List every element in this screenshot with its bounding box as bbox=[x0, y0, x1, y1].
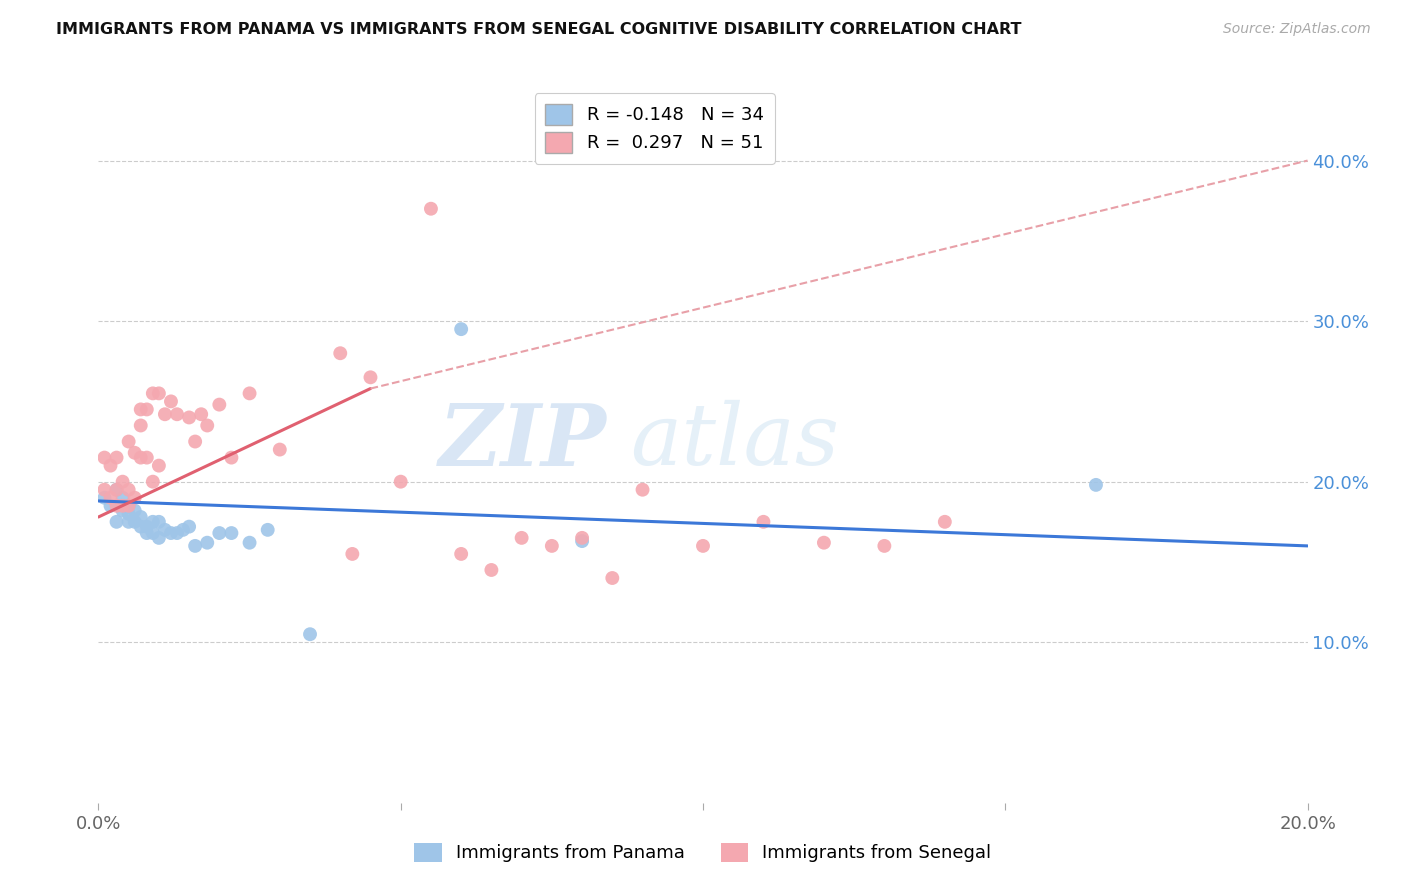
Point bbox=[142, 526, 165, 541]
Point bbox=[105, 450, 128, 465]
Text: atlas: atlas bbox=[630, 401, 839, 483]
Point bbox=[100, 499, 122, 513]
Point bbox=[148, 531, 170, 545]
Point bbox=[124, 446, 146, 460]
Point bbox=[299, 627, 322, 641]
Point bbox=[118, 499, 141, 513]
Point bbox=[221, 450, 243, 465]
Point bbox=[100, 491, 122, 505]
Point bbox=[105, 499, 128, 513]
Point bbox=[124, 503, 146, 517]
Text: ZIP: ZIP bbox=[439, 400, 606, 483]
Point bbox=[631, 483, 654, 497]
Point bbox=[153, 523, 176, 537]
Point bbox=[142, 386, 165, 401]
Point bbox=[148, 515, 170, 529]
Point bbox=[571, 531, 593, 545]
Point bbox=[239, 535, 262, 549]
Point bbox=[221, 526, 243, 541]
Point bbox=[124, 491, 146, 505]
Point bbox=[208, 398, 231, 412]
Point bbox=[160, 526, 183, 541]
Point bbox=[118, 515, 141, 529]
Point bbox=[934, 515, 956, 529]
Point bbox=[148, 386, 170, 401]
Point bbox=[239, 386, 262, 401]
Point bbox=[450, 547, 472, 561]
Point bbox=[184, 434, 207, 449]
Point bbox=[184, 539, 207, 553]
Point bbox=[118, 483, 141, 497]
Point bbox=[93, 450, 115, 465]
Point bbox=[124, 515, 146, 529]
Point bbox=[142, 515, 165, 529]
Point bbox=[129, 418, 152, 433]
Point bbox=[118, 507, 141, 521]
Point bbox=[105, 483, 128, 497]
Point bbox=[135, 519, 157, 533]
Point bbox=[420, 202, 443, 216]
Legend: R = -0.148   N = 34, R =  0.297   N = 51: R = -0.148 N = 34, R = 0.297 N = 51 bbox=[534, 93, 775, 163]
Point bbox=[179, 410, 201, 425]
Point bbox=[142, 475, 165, 489]
Point bbox=[129, 450, 152, 465]
Point bbox=[571, 534, 593, 549]
Point bbox=[111, 475, 134, 489]
Point bbox=[129, 519, 152, 533]
Point bbox=[195, 418, 218, 433]
Point bbox=[342, 547, 364, 561]
Point bbox=[111, 503, 134, 517]
Point bbox=[118, 499, 141, 513]
Point bbox=[148, 458, 170, 473]
Point bbox=[129, 402, 152, 417]
Point bbox=[813, 535, 835, 549]
Legend: Immigrants from Panama, Immigrants from Senegal: Immigrants from Panama, Immigrants from … bbox=[408, 836, 998, 870]
Point bbox=[360, 370, 382, 384]
Point bbox=[190, 407, 212, 421]
Point bbox=[195, 535, 218, 549]
Point bbox=[111, 491, 134, 505]
Point bbox=[105, 515, 128, 529]
Point bbox=[160, 394, 183, 409]
Point bbox=[256, 523, 278, 537]
Point bbox=[179, 519, 201, 533]
Point bbox=[100, 458, 122, 473]
Point bbox=[208, 526, 231, 541]
Point bbox=[166, 526, 188, 541]
Text: Source: ZipAtlas.com: Source: ZipAtlas.com bbox=[1223, 22, 1371, 37]
Point bbox=[389, 475, 412, 489]
Text: IMMIGRANTS FROM PANAMA VS IMMIGRANTS FROM SENEGAL COGNITIVE DISABILITY CORRELATI: IMMIGRANTS FROM PANAMA VS IMMIGRANTS FRO… bbox=[56, 22, 1022, 37]
Point bbox=[510, 531, 533, 545]
Point bbox=[329, 346, 352, 360]
Point bbox=[166, 407, 188, 421]
Point bbox=[135, 526, 157, 541]
Point bbox=[93, 491, 115, 505]
Point bbox=[135, 402, 157, 417]
Point bbox=[752, 515, 775, 529]
Point bbox=[1085, 478, 1108, 492]
Point bbox=[450, 322, 472, 336]
Point bbox=[873, 539, 896, 553]
Point bbox=[540, 539, 562, 553]
Point bbox=[105, 483, 128, 497]
Point bbox=[692, 539, 714, 553]
Point bbox=[481, 563, 503, 577]
Point bbox=[111, 499, 134, 513]
Point bbox=[269, 442, 291, 457]
Point bbox=[118, 434, 141, 449]
Point bbox=[153, 407, 176, 421]
Point bbox=[602, 571, 624, 585]
Point bbox=[135, 450, 157, 465]
Point bbox=[93, 483, 115, 497]
Point bbox=[172, 523, 194, 537]
Point bbox=[129, 510, 152, 524]
